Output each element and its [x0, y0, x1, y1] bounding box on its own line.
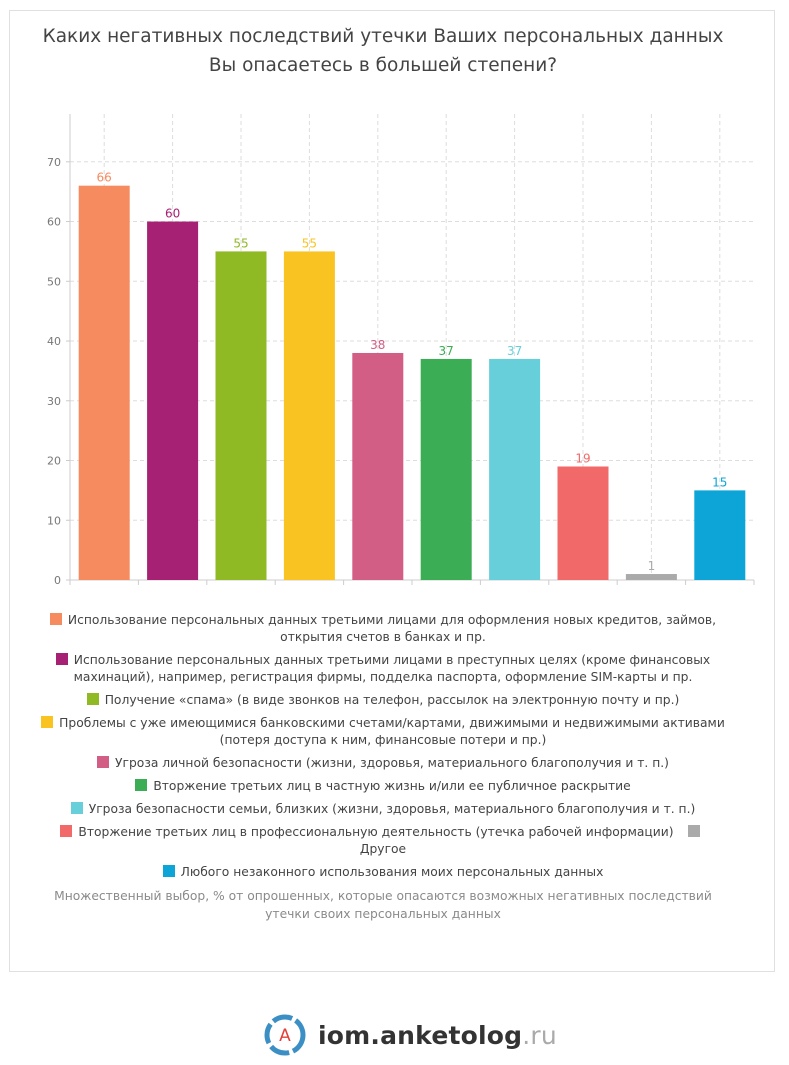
bar-value-label-3: 55 — [302, 236, 317, 250]
bar-4 — [352, 352, 404, 580]
legend-row: Угроза безопасности семьи, близких (жизн… — [40, 801, 726, 818]
legend-label: Получение «спама» (в виде звонков на тел… — [104, 693, 680, 707]
bar-9 — [694, 490, 746, 580]
y-tick-label: 10 — [47, 514, 61, 527]
bar-chart: 0 10 20 30 40 50 60 70 66 60 55 55 38 37 37 19 1 15 — [47, 114, 755, 587]
legend-row: Использование персональных данных третьи… — [40, 652, 726, 686]
legend-item-8[interactable]: Другое — [360, 825, 706, 856]
legend-swatch — [41, 716, 54, 728]
y-tick-label: 30 — [47, 395, 61, 408]
legend-swatch — [162, 865, 175, 877]
bar-value-label-4: 38 — [370, 338, 385, 352]
legend-label: Использование персональных данных третьи… — [73, 653, 711, 684]
legend-swatch — [55, 653, 68, 665]
bar-0 — [78, 185, 130, 580]
bar-value-label-8: 1 — [648, 559, 656, 573]
legend-label: Угроза личной безопасности (жизни, здоро… — [115, 756, 669, 770]
legend-swatch — [70, 802, 83, 814]
logo-letter: A — [279, 1026, 291, 1046]
legend-label: Использование персональных данных третьи… — [67, 613, 717, 644]
y-tick-label: 70 — [47, 156, 61, 169]
bar-value-label-5: 37 — [439, 344, 454, 358]
legend-item-6[interactable]: Угроза безопасности семьи, близких (жизн… — [70, 802, 696, 816]
legend-row: Проблемы с уже имеющимися банковскими сч… — [40, 715, 726, 749]
bar-value-label-6: 37 — [507, 344, 522, 358]
legend-label: Любого незаконного использования моих пе… — [180, 865, 604, 879]
legend-row: Угроза личной безопасности (жизни, здоро… — [40, 755, 726, 772]
bar-value-label-7: 19 — [575, 451, 590, 465]
legend-label: Вторжение третьих лиц в профессиональную… — [78, 825, 674, 839]
legend-item-0[interactable]: Использование персональных данных третьи… — [49, 613, 717, 644]
legend-swatch — [60, 825, 73, 837]
legend-row: Любого незаконного использования моих пе… — [40, 864, 726, 881]
legend-item-5[interactable]: Вторжение третьих лиц в частную жизнь и/… — [135, 779, 631, 793]
legend-swatch — [97, 756, 110, 768]
bar-2 — [215, 251, 267, 580]
bar-8 — [625, 574, 677, 580]
bar-value-label-0: 66 — [97, 171, 112, 185]
brand-tld: .ru — [522, 1020, 557, 1050]
legend-swatch — [687, 825, 700, 837]
brand-domain: iom.anketolog — [318, 1020, 523, 1050]
y-tick-label: 40 — [47, 335, 61, 348]
legend-label: Вторжение третьих лиц в частную жизнь и/… — [153, 779, 631, 793]
bar-value-label-9: 15 — [712, 475, 727, 489]
bar-3 — [283, 251, 335, 580]
bar-1 — [147, 221, 199, 581]
legend-item-7[interactable]: Вторжение третьих лиц в профессиональную… — [60, 825, 674, 839]
bar-value-label-1: 60 — [165, 207, 180, 221]
legend-item-4[interactable]: Угроза личной безопасности (жизни, здоро… — [97, 756, 669, 770]
bar-5 — [420, 358, 472, 580]
y-tick-label: 60 — [47, 216, 61, 229]
bar-6 — [489, 358, 541, 580]
legend-row: Вторжение третьих лиц в частную жизнь и/… — [40, 778, 726, 795]
legend-item-9[interactable]: Любого незаконного использования моих пе… — [162, 865, 604, 879]
legend-item-2[interactable]: Получение «спама» (в виде звонков на тел… — [86, 693, 680, 707]
bar-value-label-2: 55 — [233, 236, 248, 250]
brand-name: iom.anketolog.ru — [318, 1021, 557, 1050]
brand-logo-link[interactable]: A iom.anketolog.ru — [262, 1013, 557, 1057]
legend-swatch — [86, 693, 99, 705]
y-tick-label: 0 — [54, 574, 61, 587]
legend-row: Вторжение третьих лиц в профессиональную… — [40, 824, 726, 858]
legend-row: Получение «спама» (в виде звонков на тел… — [40, 692, 726, 709]
legend-swatch — [49, 613, 62, 625]
anketolog-logo-icon: A — [264, 1014, 306, 1056]
legend-swatch — [135, 779, 148, 791]
legend-label: Проблемы с уже имеющимися банковскими сч… — [59, 716, 725, 747]
chart-title: Каких негативных последствий утечки Ваши… — [42, 26, 724, 76]
chart-legend: Использование персональных данных третьи… — [40, 612, 726, 887]
legend-label: Угроза безопасности семьи, близких (жизн… — [88, 802, 696, 816]
y-tick-label: 50 — [47, 275, 61, 288]
y-tick-label: 20 — [47, 455, 61, 468]
legend-label: Другое — [359, 842, 407, 856]
legend-row: Использование персональных данных третьи… — [40, 612, 726, 646]
chart-footnote: Множественный выбор, % от опрошенных, ко… — [54, 889, 712, 921]
legend-item-1[interactable]: Использование персональных данных третьи… — [55, 653, 711, 684]
bar-7 — [557, 466, 609, 580]
legend-item-3[interactable]: Проблемы с уже имеющимися банковскими сч… — [41, 716, 725, 747]
